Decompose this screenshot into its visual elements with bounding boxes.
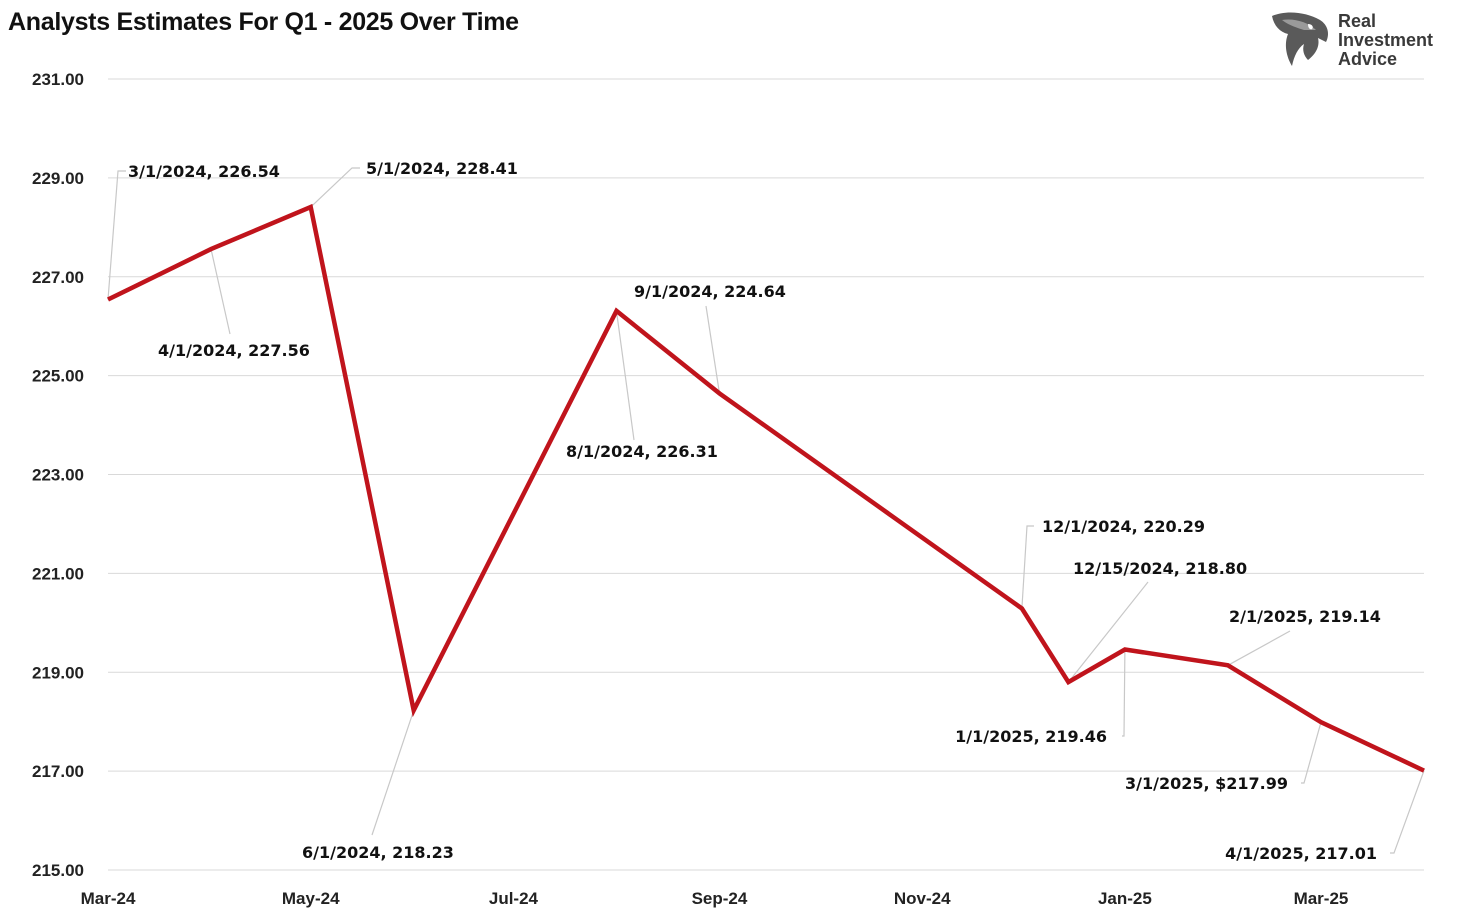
leader-line [1227, 630, 1291, 666]
data-label: 6/1/2024, 218.23 [302, 843, 454, 862]
x-tick-label: Mar-25 [1294, 889, 1349, 908]
y-tick-label: 217.00 [32, 762, 84, 781]
leader-line [1301, 722, 1322, 784]
x-tick-label: Jan-25 [1098, 889, 1152, 908]
eagle-head-icon [1272, 12, 1328, 66]
y-tick-label: 221.00 [32, 564, 84, 583]
series-line [107, 203, 1425, 773]
brand-logo: Real Investment Advice [1268, 10, 1448, 70]
leader-line [310, 167, 360, 208]
data-label: 9/1/2024, 224.64 [634, 282, 786, 301]
chart-title: Analysts Estimates For Q1 - 2025 Over Ti… [8, 8, 519, 36]
x-axis: Mar-24 May-24 Jul-24 Sep-24 Nov-24 Jan-25 Mar-… [81, 889, 1349, 908]
data-label: 8/1/2024, 226.31 [566, 442, 718, 461]
y-tick-label: 227.00 [32, 268, 84, 287]
label-leader-lines [107, 167, 1425, 854]
brand-line-1: Real [1338, 11, 1377, 31]
leader-line [210, 248, 231, 335]
leader-line [1021, 525, 1034, 609]
brand-line-3: Advice [1338, 49, 1398, 69]
x-tick-label: Mar-24 [81, 889, 136, 908]
y-tick-label: 225.00 [32, 367, 84, 386]
data-label: 3/1/2024, 226.54 [128, 162, 280, 181]
data-label: 5/1/2024, 228.41 [366, 159, 518, 178]
data-label: 4/1/2025, 217.01 [1225, 844, 1377, 863]
data-label: 2/1/2025, 219.14 [1229, 607, 1381, 626]
x-tick-label: May-24 [282, 889, 340, 908]
leader-line [1122, 649, 1126, 737]
leader-line [1390, 770, 1425, 854]
y-axis: 215.00 217.00 219.00 221.00 223.00 225.00 227.… [32, 70, 84, 880]
y-tick-label: 223.00 [32, 466, 84, 485]
data-label: 4/1/2024, 227.56 [158, 341, 310, 360]
y-tick-label: 215.00 [32, 861, 84, 880]
y-tick-label: 219.00 [32, 663, 84, 682]
data-label: 12/1/2024, 220.29 [1042, 517, 1205, 536]
brand-name: Real Investment Advice [1338, 12, 1433, 69]
y-tick-label: 229.00 [32, 169, 84, 188]
data-label: 1/1/2025, 219.46 [955, 727, 1107, 746]
leader-line [1067, 581, 1149, 683]
y-tick-label: 231.00 [32, 70, 84, 89]
x-tick-label: Jul-24 [489, 889, 539, 908]
leader-line [107, 170, 126, 300]
data-labels: 3/1/2024, 226.54 4/1/2024, 227.56 5/1/2024… [128, 159, 1381, 863]
leader-line [615, 310, 635, 441]
leader-line [371, 710, 415, 836]
leader-line [705, 305, 721, 394]
gridlines [108, 78, 1424, 871]
series-line-group [107, 203, 1425, 773]
data-label: 12/15/2024, 218.80 [1073, 559, 1247, 578]
x-tick-label: Nov-24 [894, 889, 951, 908]
x-tick-label: Sep-24 [692, 889, 748, 908]
data-label: 3/1/2025, $217.99 [1125, 774, 1288, 793]
brand-line-2: Investment [1338, 30, 1434, 50]
